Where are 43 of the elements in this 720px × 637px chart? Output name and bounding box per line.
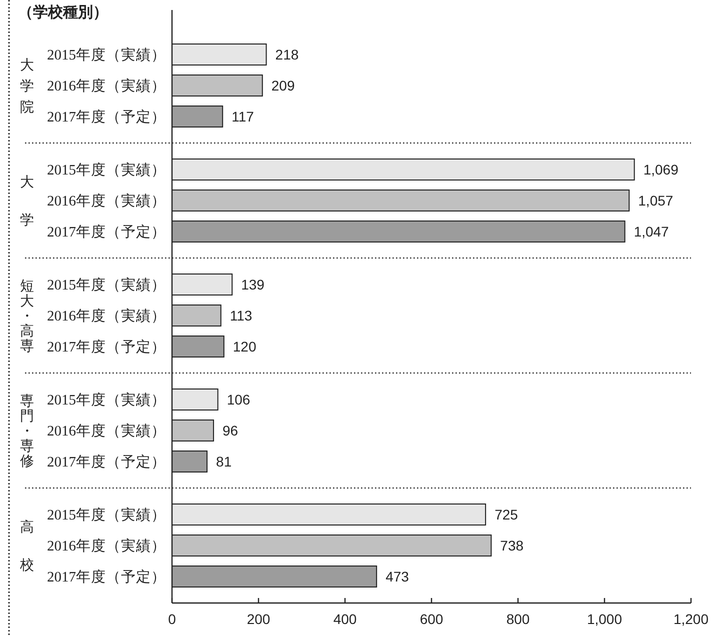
y-tick-label: 2015年度（実績） <box>47 506 166 524</box>
y-tick-label: 2015年度（実績） <box>47 392 166 408</box>
data-label: 473 <box>386 568 410 584</box>
chart-title: （学校種別） <box>18 4 108 21</box>
x-tick-label: 0 <box>168 611 176 627</box>
y-tick-label: 2016年度（実績） <box>47 78 166 94</box>
data-label: 725 <box>494 506 518 522</box>
y-tick-label: 2016年度（実績） <box>47 538 166 554</box>
x-tick-label: 600 <box>420 611 444 627</box>
data-label: 1,047 <box>634 224 670 240</box>
data-label: 1,057 <box>638 192 674 208</box>
data-label: 218 <box>275 46 299 62</box>
x-tick-label: 400 <box>333 611 357 627</box>
y-axis-title: 短大・高専 <box>20 278 34 354</box>
y-axis-title: 大学 <box>20 174 34 228</box>
y-tick-label: 2017年度（予定） <box>47 108 166 126</box>
data-label: 96 <box>222 422 238 438</box>
data-label: 738 <box>500 538 524 554</box>
y-tick-label: 2017年度（予定） <box>47 224 166 240</box>
x-tick-label: 800 <box>506 611 530 627</box>
y-tick-label: 2017年度（予定） <box>47 338 166 356</box>
y-tick-label: 2017年度（予定） <box>47 454 166 470</box>
x-tick-label: 1,200 <box>673 611 709 627</box>
x-tick-label: 1,000 <box>586 611 622 627</box>
y-axis-title: 専門・専修 <box>20 392 34 468</box>
y-axis-title: 高校 <box>20 518 34 572</box>
y-tick-label: 2015年度（実績） <box>47 46 166 64</box>
data-label: 113 <box>230 308 252 324</box>
data-label: 106 <box>226 392 250 408</box>
y-tick-label: 2016年度（実績） <box>47 422 166 440</box>
data-label: 139 <box>241 276 265 292</box>
data-label: 117 <box>232 108 254 124</box>
data-label: 209 <box>271 78 295 94</box>
y-tick-label: 2015年度（実績） <box>47 162 166 178</box>
y-tick-label: 2015年度（実績） <box>47 276 166 294</box>
y-axis-title: 大学院 <box>20 56 34 114</box>
x-tick-label: 200 <box>246 611 270 627</box>
data-label: 120 <box>232 338 256 354</box>
data-label: 1,069 <box>643 162 679 178</box>
y-tick-label: 2017年度（予定） <box>47 568 166 586</box>
y-tick-label: 2016年度（実績） <box>47 308 166 324</box>
data-label: 81 <box>216 454 232 470</box>
y-tick-label: 2016年度（実績） <box>47 192 166 210</box>
